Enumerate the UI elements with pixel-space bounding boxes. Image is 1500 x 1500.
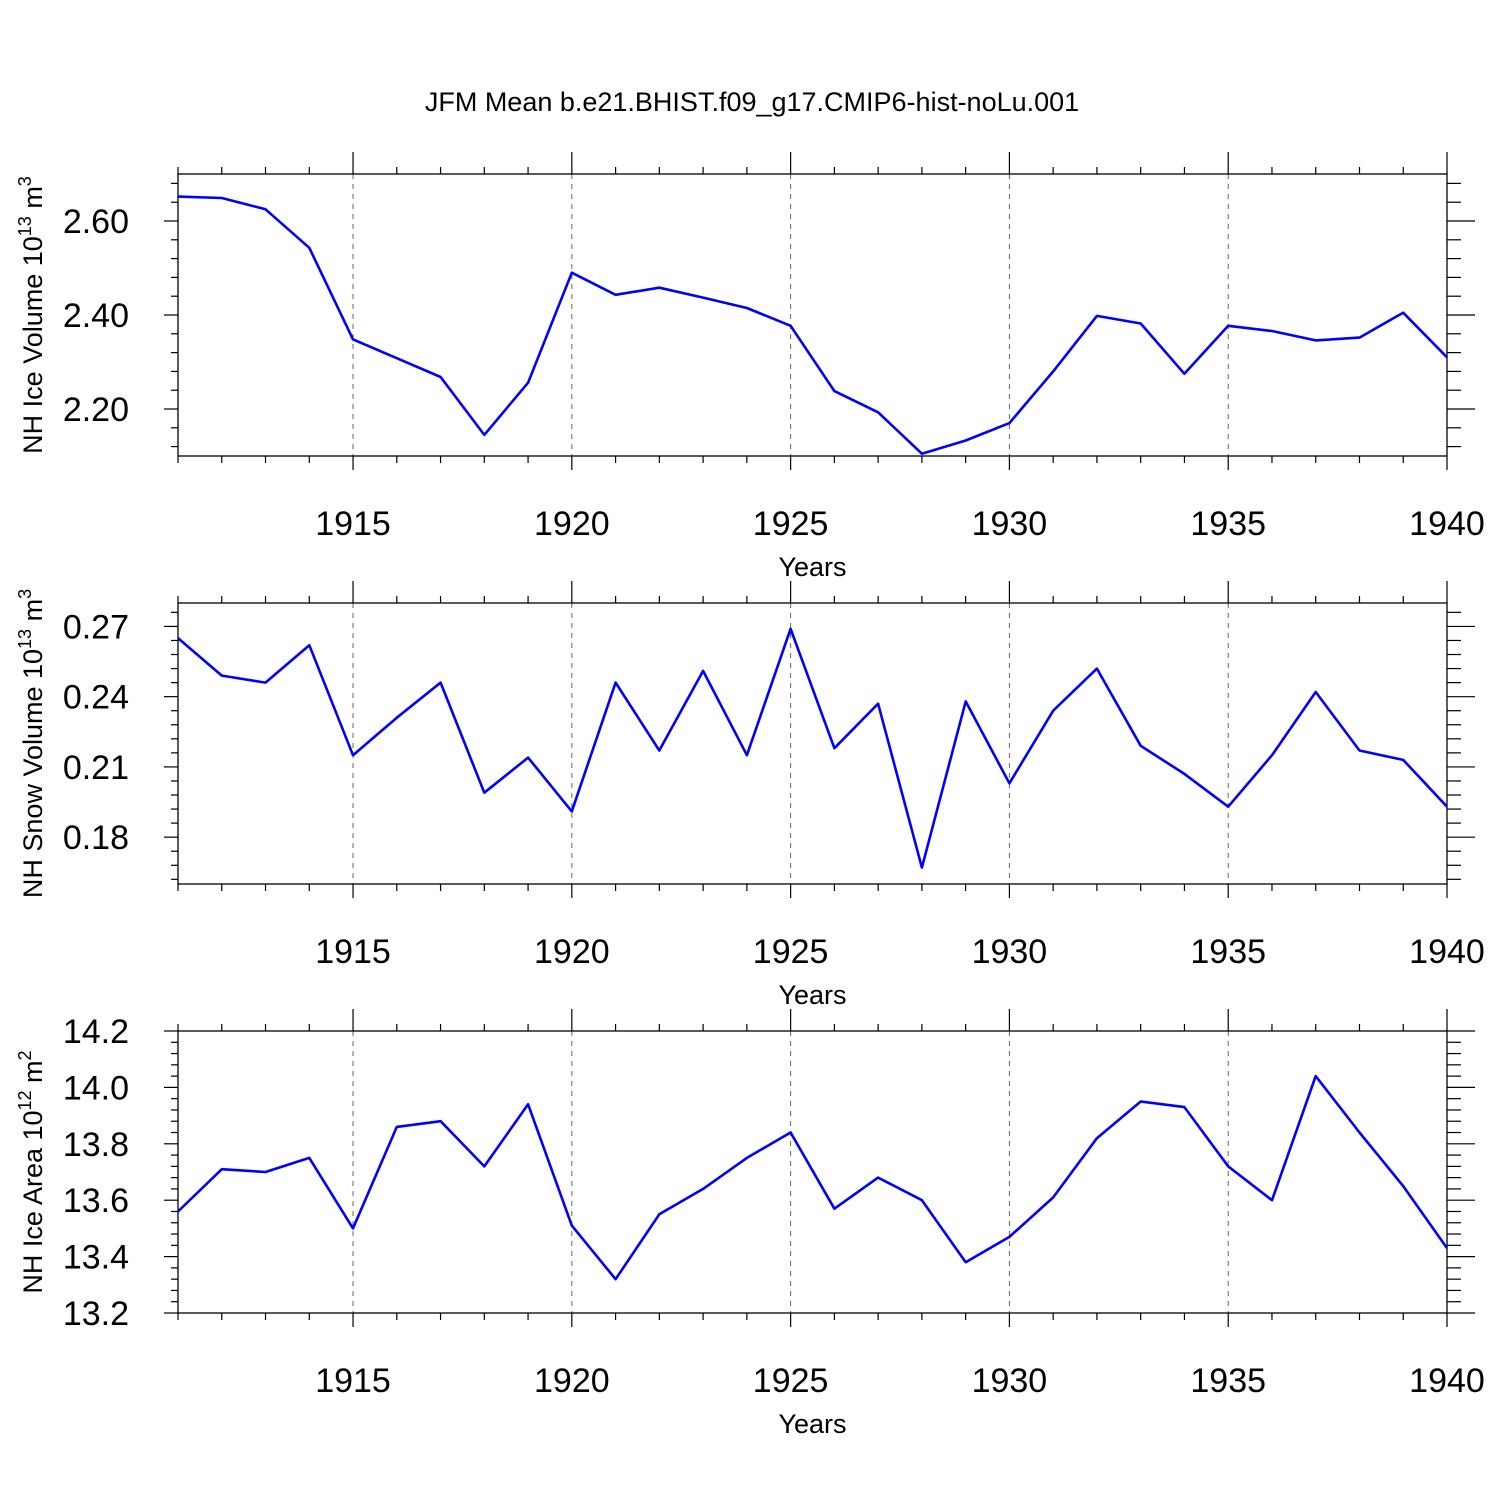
ice-volume-grid: [352, 174, 1229, 456]
ice-volume-series-line: [177, 195, 1448, 456]
snow-volume-series-line: [177, 627, 1448, 869]
ice-volume-x-tick-label: 1930: [972, 505, 1048, 543]
snow-volume-panel: 0.18 0.21 0.24 0.27 1915 1920 1925 1930 1935 194…: [15, 581, 1485, 1010]
snow-volume-y-tick-label: 0.18: [63, 819, 129, 857]
ice-area-x-tick-label: 1930: [972, 1362, 1048, 1400]
ice-area-y-tick-label: 14.2: [63, 1013, 129, 1051]
ice-volume-y-tick-label: 2.40: [63, 297, 129, 335]
ice-volume-x-tick-label: 1940: [1409, 505, 1485, 543]
ice-area-y-tick-label: 14.0: [63, 1069, 129, 1107]
snow-volume-x-tick-label: 1925: [753, 933, 829, 971]
ice-area-series-line: [177, 1074, 1449, 1281]
ice-area-y-tick-label: 13.4: [63, 1239, 129, 1277]
ice-volume-plot-frame: [177, 173, 1448, 457]
ice-area-grid: [352, 1031, 1229, 1313]
ice-area-ticks: [164, 1009, 1475, 1327]
snow-volume-x-axis-label: Years: [778, 980, 846, 1010]
ice-volume-x-tick-label: 1920: [534, 505, 610, 543]
snow-volume-ticks: [164, 581, 1475, 898]
ice-area-x-axis-label: Years: [778, 1409, 846, 1439]
snow-volume-x-tick-label: 1920: [534, 933, 610, 971]
ice-area-x-tick-label: 1940: [1409, 1362, 1485, 1400]
snow-volume-x-tick-label: 1935: [1190, 933, 1266, 971]
ice-area-panel: 13.2 13.4 13.6 13.8 14.0 14.2 1915 1920 1925 193…: [15, 1009, 1485, 1439]
ice-area-y-tick-label: 13.6: [63, 1182, 129, 1220]
snow-volume-x-tick-label: 1915: [315, 933, 391, 971]
snow-volume-x-tick-label: 1940: [1409, 933, 1485, 971]
ice-area-y-tick-labels: 13.2 13.4 13.6 13.8 14.0 14.2: [63, 1013, 129, 1333]
ice-area-y-tick-label: 13.2: [63, 1295, 129, 1333]
ice-area-x-tick-labels: 1915 1920 1925 1930 1935 1940: [315, 1362, 1485, 1400]
ice-volume-x-tick-label: 1935: [1190, 505, 1266, 543]
ice-volume-y-tick-label: 2.20: [63, 391, 129, 429]
snow-volume-plot-frame: [177, 602, 1448, 885]
snow-volume-y-tick-label: 0.24: [63, 679, 129, 717]
ice-volume-ticks: [164, 152, 1475, 470]
ice-volume-y-tick-label: 2.60: [63, 203, 129, 241]
ice-volume-y-tick-labels: 2.20 2.40 2.60: [63, 203, 129, 429]
ice-area-x-tick-label: 1915: [315, 1362, 391, 1400]
snow-volume-grid: [352, 603, 1229, 884]
ice-area-y-tick-label: 13.8: [63, 1126, 129, 1164]
figure-title: JFM Mean b.e21.BHIST.f09_g17.CMIP6-hist-…: [425, 87, 1079, 117]
ice-volume-y-axis-label: NH Ice Volume 1013 m3: [15, 176, 48, 454]
ice-area-x-tick-label: 1925: [753, 1362, 829, 1400]
ice-volume-x-tick-label: 1915: [315, 505, 391, 543]
ice-area-x-tick-label: 1920: [534, 1362, 610, 1400]
ice-volume-x-axis-label: Years: [778, 552, 846, 582]
snow-volume-x-tick-label: 1930: [972, 933, 1048, 971]
ice-area-y-axis-label: NH Ice Area 1012 m2: [15, 1050, 48, 1293]
snow-volume-y-tick-label: 0.27: [63, 608, 129, 646]
ice-volume-panel: 2.20 2.40 2.60 1915 1920 1925 1930 1935 1940 NH…: [15, 152, 1485, 582]
ice-volume-x-tick-labels: 1915 1920 1925 1930 1935 1940: [315, 505, 1485, 543]
snow-volume-y-tick-label: 0.21: [63, 749, 129, 787]
ice-area-x-tick-label: 1935: [1190, 1362, 1266, 1400]
snow-volume-y-axis-label: NH Snow Volume 1013 m3: [15, 589, 48, 898]
snow-volume-x-tick-labels: 1915 1920 1925 1930 1935 1940: [315, 933, 1485, 971]
snow-volume-y-tick-labels: 0.18 0.21 0.24 0.27: [63, 608, 129, 857]
ice-volume-x-tick-label: 1925: [753, 505, 829, 543]
ice-area-plot-frame: [177, 1030, 1448, 1314]
